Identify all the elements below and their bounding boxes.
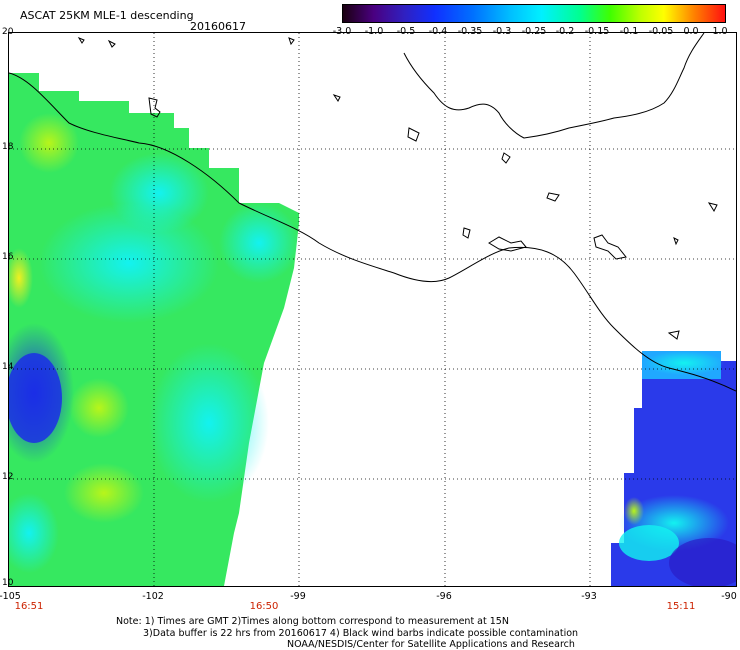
colorbar bbox=[342, 4, 726, 23]
colorbar-tick: 1.0 bbox=[712, 26, 728, 37]
colorbar-tick: -0.3 bbox=[492, 26, 512, 37]
time-label: 16:51 bbox=[14, 601, 44, 612]
east-swath bbox=[611, 351, 736, 586]
lat-label: 12 bbox=[2, 472, 14, 482]
colorbar-tick: -0.35 bbox=[457, 26, 483, 37]
colorbar-tick: -0.05 bbox=[648, 26, 674, 37]
lat-label: 18 bbox=[2, 142, 14, 152]
lon-label: -93 bbox=[581, 591, 597, 602]
note-line-3: NOAA/NESDIS/Center for Satellite Applica… bbox=[287, 639, 575, 650]
time-label: 16:50 bbox=[249, 601, 279, 612]
graticule bbox=[9, 33, 736, 586]
colorbar-tick: -0.25 bbox=[521, 26, 547, 37]
time-label: 15:11 bbox=[666, 601, 696, 612]
colorbar-tick: -0.1 bbox=[619, 26, 639, 37]
note-line-2: 3)Data buffer is 22 hrs from 20160617 4)… bbox=[143, 628, 579, 639]
colorbar-tick: -0.15 bbox=[584, 26, 610, 37]
map-title: ASCAT 25KM MLE-1 descending bbox=[20, 9, 194, 22]
lon-label: -99 bbox=[290, 591, 306, 602]
lat-label: 20 bbox=[2, 27, 14, 37]
colorbar-tick: -3.0 bbox=[332, 26, 352, 37]
colorbar-tick: -1.0 bbox=[364, 26, 384, 37]
lat-label: 14 bbox=[2, 362, 14, 372]
map-svg bbox=[9, 33, 736, 586]
map-date: 20160617 bbox=[190, 20, 246, 33]
colorbar-tick: -0.2 bbox=[555, 26, 575, 37]
colorbar-tick: 0.0 bbox=[683, 26, 699, 37]
lat-label: 10 bbox=[2, 578, 14, 588]
coastline bbox=[9, 33, 736, 392]
lon-label: -90 bbox=[721, 591, 737, 602]
lon-label: -96 bbox=[436, 591, 452, 602]
colorbar-tick: -0.4 bbox=[428, 26, 448, 37]
lon-label: -105 bbox=[0, 591, 21, 602]
lat-label: 16 bbox=[2, 252, 14, 262]
map-plot-area bbox=[8, 32, 737, 587]
colorbar-tick: -0.5 bbox=[396, 26, 416, 37]
note-line-1: Note: 1) Times are GMT 2)Times along bot… bbox=[116, 616, 509, 627]
lon-label: -102 bbox=[142, 591, 164, 602]
